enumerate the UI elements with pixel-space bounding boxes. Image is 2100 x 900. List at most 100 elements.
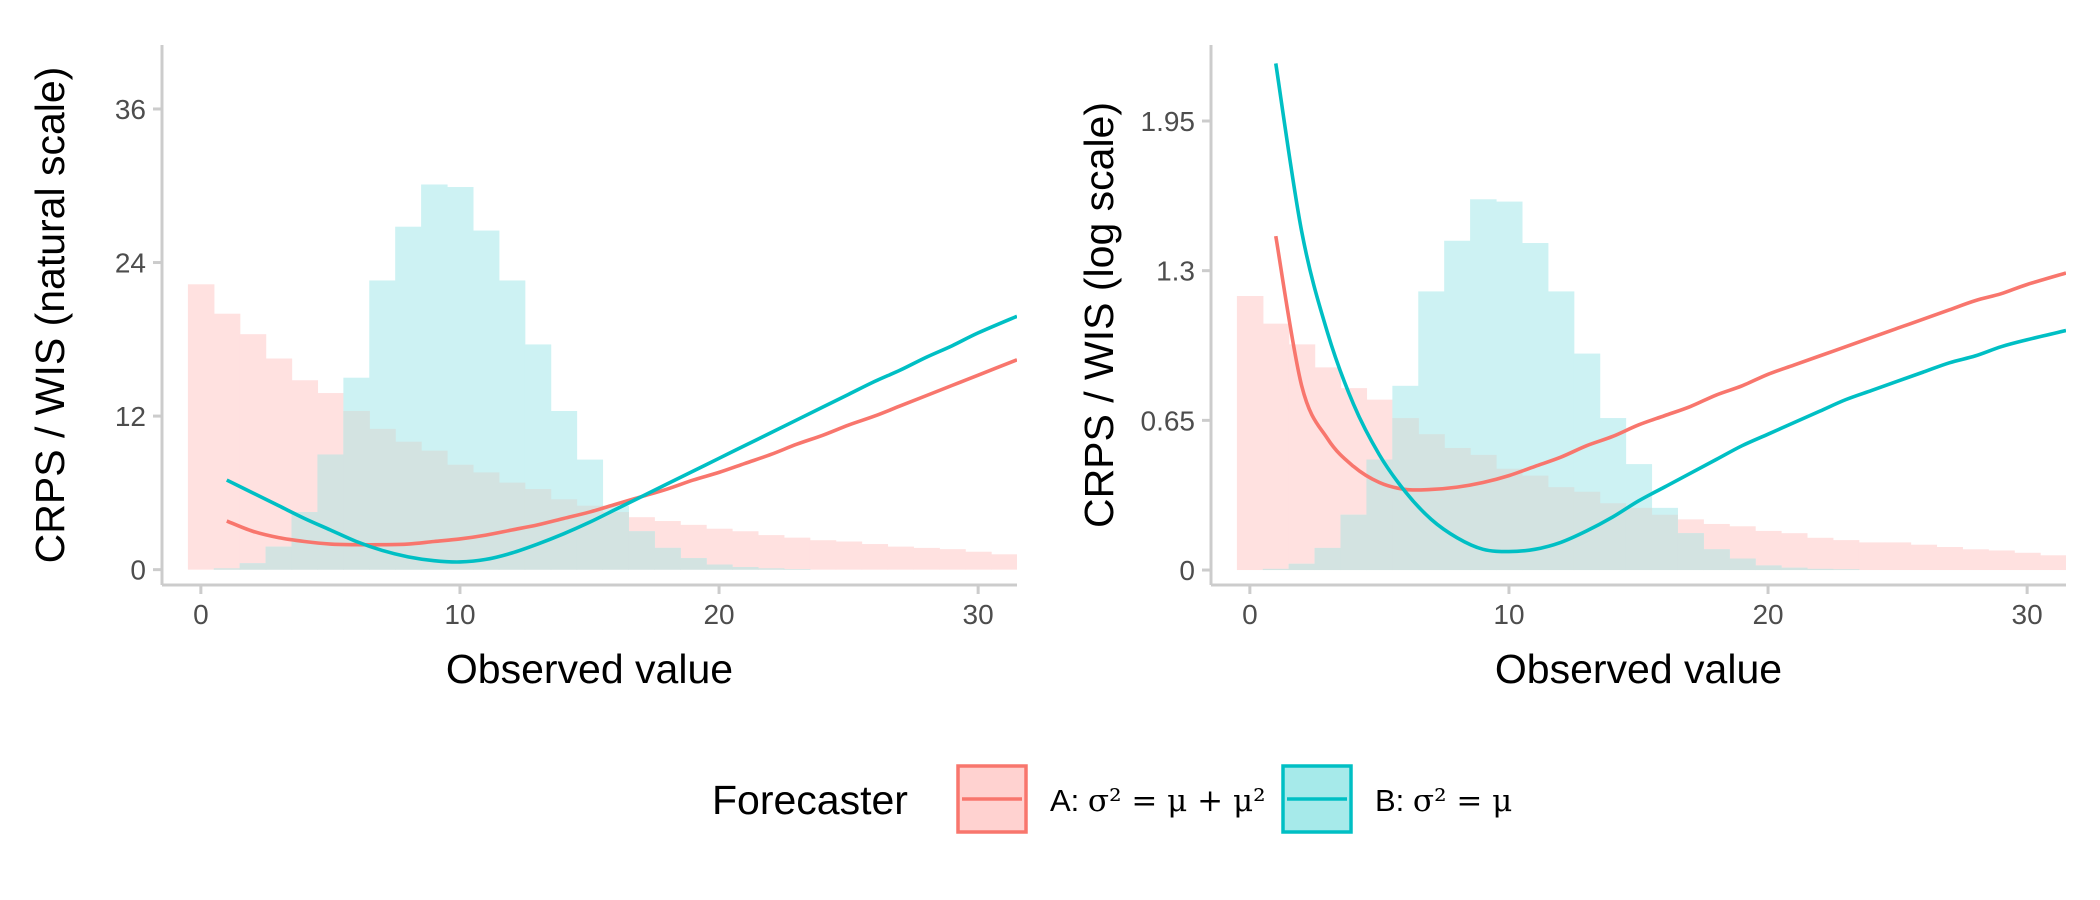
histogram-bar-a xyxy=(835,541,863,570)
histogram-overlap-bar xyxy=(680,558,707,570)
histogram-overlap-bar xyxy=(706,564,733,570)
y-tick-label: 1.3 xyxy=(1156,256,1195,287)
histogram-overlap-bar xyxy=(1418,434,1445,571)
histogram-overlap-bar xyxy=(1340,514,1368,571)
histogram-bar-a xyxy=(1936,547,1963,571)
histogram-overlap-bar xyxy=(1677,533,1704,571)
score-line-a xyxy=(1273,235,2066,492)
histogram-overlap-bar xyxy=(213,568,241,570)
histogram-overlap-bar xyxy=(1755,565,1782,571)
histogram-bar-a xyxy=(1262,323,1290,571)
histogram-bar-a xyxy=(861,544,889,570)
y-tick-label: 0 xyxy=(130,555,146,586)
score-line-b xyxy=(1273,63,2066,554)
legend-item-b: B: σ² = μ xyxy=(1281,764,1512,834)
histogram-bar-a xyxy=(2014,552,2041,571)
histogram-bar-a xyxy=(1962,549,1989,571)
histogram-bar-a xyxy=(2040,555,2066,571)
histogram-overlap-bar xyxy=(395,441,422,570)
histogram-bar-a xyxy=(1781,533,1808,571)
histogram-bar-a xyxy=(991,554,1017,570)
histogram-overlap-bar xyxy=(1625,507,1653,571)
y-tick-label: 1.95 xyxy=(1141,106,1196,137)
histogram-bar-a xyxy=(1755,530,1782,571)
histogram-overlap-bar xyxy=(1781,567,1808,571)
legend-label-a-prefix: A: xyxy=(1050,783,1088,818)
histogram-overlap-bar xyxy=(1288,563,1316,571)
histogram-bar-a xyxy=(1314,367,1342,571)
histogram-overlap-bar xyxy=(1651,514,1678,571)
histogram-bar-a xyxy=(1288,344,1316,571)
legend-label-b-prefix: B: xyxy=(1375,783,1413,818)
histogram-overlap-bar xyxy=(1496,468,1523,571)
histogram-overlap-bar xyxy=(732,567,759,570)
histogram-overlap-bar xyxy=(783,569,811,570)
histogram-bar-a xyxy=(1236,296,1264,571)
histogram-overlap-bar xyxy=(317,454,344,570)
legend-label-b: B: σ² = μ xyxy=(1375,783,1512,819)
histogram-overlap-bar xyxy=(757,568,785,570)
y-tick-label: 12 xyxy=(115,401,146,432)
histogram-overlap-bar xyxy=(1703,549,1730,571)
x-axis-title: Observed value xyxy=(446,646,733,692)
x-axis-title: Observed value xyxy=(1495,646,1782,692)
histogram-overlap-bar xyxy=(1262,568,1290,571)
histogram-overlap-bar xyxy=(239,563,267,570)
histogram-bar-a xyxy=(706,528,733,570)
score-line-a xyxy=(226,358,1017,547)
y-tick-label: 0.65 xyxy=(1141,405,1196,436)
x-tick-label: 10 xyxy=(444,599,475,630)
y-axis-title: CRPS / WIS (natural scale) xyxy=(27,67,73,564)
legend-label-a: A: σ² = μ + μ² xyxy=(1050,783,1266,819)
histogram-overlap-bar xyxy=(1470,454,1497,571)
y-axis-title: CRPS / WIS (log scale) xyxy=(1076,102,1122,528)
histogram-bar-a xyxy=(757,535,785,570)
histogram-overlap-bar xyxy=(421,450,448,570)
histogram-overlap-bar xyxy=(1444,447,1471,571)
histogram-bar-a xyxy=(1988,550,2015,571)
legend-label-a-formula: σ² = μ + μ² xyxy=(1088,783,1266,819)
score-line-b xyxy=(225,314,1017,564)
x-tick-label: 30 xyxy=(2012,599,2043,630)
histogram-bar-a xyxy=(965,551,992,570)
histogram-bar-a xyxy=(213,313,241,570)
histogram-bar-a xyxy=(732,531,759,570)
x-tick-label: 10 xyxy=(1493,599,1524,630)
histogram-overlap-bar xyxy=(524,489,552,570)
left-panel: 0 10 20 30 0 12 24 36 Observed value CRPS / WIS (… xyxy=(27,45,1017,692)
histogram-overlap-bar xyxy=(1832,569,1860,571)
histogram-overlap-bar xyxy=(1806,568,1834,571)
histogram-bar-a xyxy=(1910,544,1938,571)
histogram-bar-a xyxy=(1884,542,1912,571)
x-tick-label: 0 xyxy=(1242,599,1258,630)
histogram-bar-a xyxy=(1858,542,1886,571)
x-tick-label: 20 xyxy=(703,599,734,630)
histogram-bar-a xyxy=(887,546,914,570)
histogram-bar-a xyxy=(1832,540,1860,571)
y-tick-label: 36 xyxy=(115,94,146,125)
legend-item-a: A: σ² = μ + μ² xyxy=(956,764,1266,834)
legend-label-b-formula: σ² = μ xyxy=(1413,783,1512,819)
x-tick-label: 30 xyxy=(963,599,994,630)
histogram-bar-a xyxy=(187,284,215,570)
plot-area xyxy=(1236,63,2066,571)
histogram-bar-a xyxy=(809,540,837,570)
histogram-bar-a xyxy=(783,537,811,570)
histogram-bar-a xyxy=(1806,537,1834,571)
histogram-bar-a xyxy=(939,549,966,570)
histogram-overlap-bar xyxy=(654,547,681,570)
x-tick-label: 20 xyxy=(1752,599,1783,630)
histogram-bar-a xyxy=(913,547,940,570)
histogram-overlap-bar xyxy=(1599,503,1627,571)
y-tick-label: 0 xyxy=(1179,555,1195,586)
y-tick-label: 24 xyxy=(115,248,146,279)
histogram-overlap-bar xyxy=(602,512,629,570)
plot-area xyxy=(187,184,1017,570)
histogram-overlap-bar xyxy=(1521,475,1549,571)
histogram-overlap-bar xyxy=(1729,558,1756,571)
legend: Forecaster A: σ² = μ + μ² B: σ² = μ xyxy=(712,764,1512,834)
histogram-overlap-bar xyxy=(1314,547,1342,571)
histogram-overlap-bar xyxy=(447,464,474,570)
histogram-overlap-bar xyxy=(472,472,500,570)
